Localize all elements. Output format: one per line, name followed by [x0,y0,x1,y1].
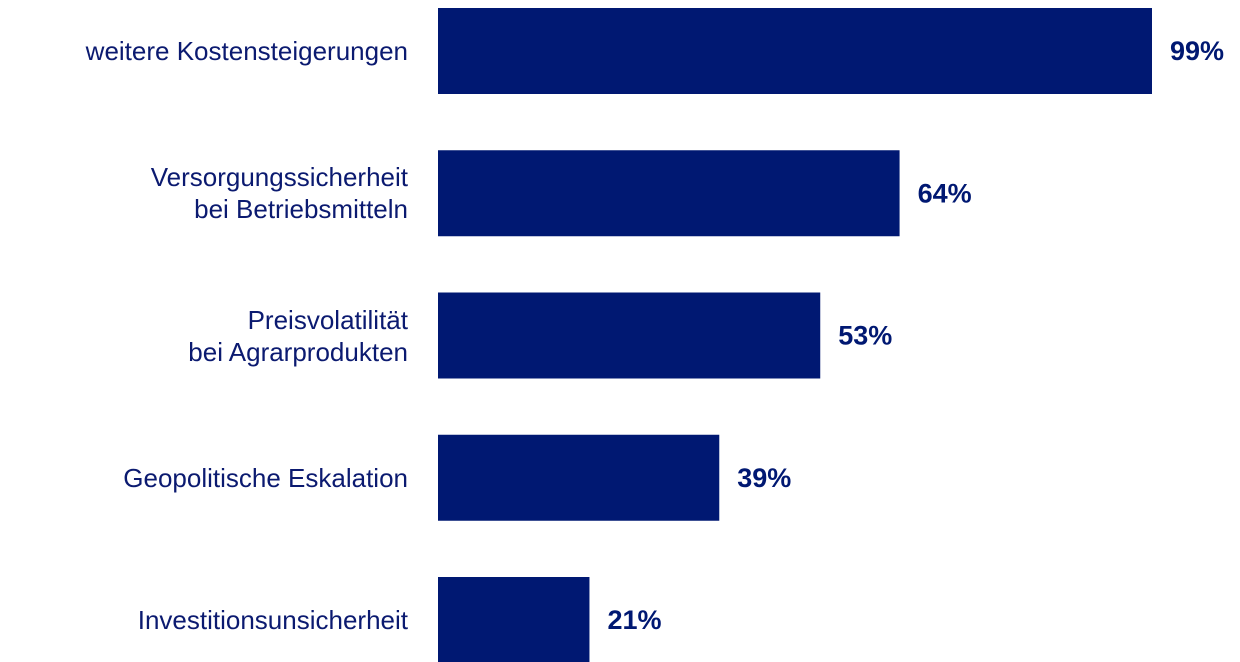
bar [438,577,590,662]
category-label: Geopolitische Eskalation [123,462,408,493]
category-label: Preisvolatilität bei Agrarprodukten [188,304,408,367]
value-label: 99% [1170,36,1224,66]
bar [438,8,1152,94]
bar [438,434,720,521]
value-label: 39% [737,463,791,493]
value-label: 53% [838,321,892,351]
category-label: weitere Kostensteigerungen [85,36,408,66]
value-label: 64% [918,178,972,208]
value-label: 21% [607,605,661,635]
category-label: Investitionsunsicherheit [137,605,408,635]
bar [438,150,900,237]
bar [438,292,821,379]
category-label: Versorgungssicherheit bei Betriebsmittel… [150,162,408,225]
